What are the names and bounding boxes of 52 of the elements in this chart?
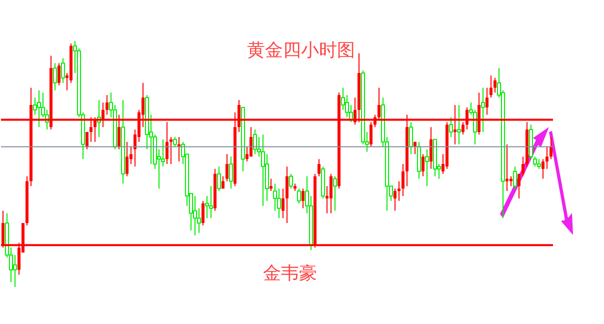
- candlestick: [481, 87, 485, 133]
- candlestick: [229, 156, 233, 190]
- candlestick: [414, 141, 416, 155]
- candlestick: [61, 58, 65, 84]
- candlestick: [398, 180, 400, 202]
- candlestick: [402, 164, 404, 196]
- candlestick: [449, 116, 453, 138]
- candlestick: [494, 77, 496, 94]
- candlestick: [53, 62, 57, 91]
- candlestick: [542, 158, 544, 180]
- candlestick: [13, 254, 17, 287]
- candlestick: [425, 148, 429, 187]
- candlestick: [457, 104, 461, 145]
- candlestick: [550, 136, 552, 160]
- chart-title: 黄金四小时图: [247, 39, 355, 62]
- candlestick: [261, 134, 265, 206]
- candlestick: [193, 195, 197, 236]
- candlestick: [37, 90, 41, 128]
- candlestick: [282, 188, 284, 219]
- candlestick: [86, 132, 88, 150]
- candlestick: [394, 188, 396, 212]
- candlestick: [253, 129, 257, 155]
- candlestick: [409, 122, 413, 155]
- candlestick: [333, 176, 337, 212]
- candlestick: [222, 176, 224, 190]
- candlestick: [126, 141, 128, 177]
- candlestick: [318, 158, 320, 177]
- candlestick: [297, 188, 301, 204]
- candlestick: [58, 62, 60, 86]
- candlestick: [422, 154, 424, 177]
- candlestick: [286, 166, 288, 224]
- candlestick: [289, 173, 293, 190]
- candlestick: [513, 166, 517, 190]
- candlestick: [302, 188, 304, 209]
- candlestick: [202, 200, 204, 226]
- candlestick: [226, 154, 228, 182]
- candlestick: [217, 166, 221, 192]
- candlestick: [330, 173, 332, 214]
- candlestick: [250, 126, 252, 158]
- candlestick: [518, 173, 520, 199]
- candlestick: [522, 156, 524, 177]
- candlestick: [490, 74, 492, 98]
- candlestick: [170, 136, 172, 164]
- candlestick: [209, 186, 213, 219]
- candlestick: [173, 136, 177, 148]
- candlestick: [546, 146, 548, 170]
- candlestick: [270, 178, 272, 192]
- candlestick: [537, 158, 541, 170]
- candlestick: [106, 94, 108, 116]
- candlestick: [430, 126, 432, 170]
- candlestick: [486, 87, 488, 116]
- annotation: 金韦豪: [263, 262, 317, 285]
